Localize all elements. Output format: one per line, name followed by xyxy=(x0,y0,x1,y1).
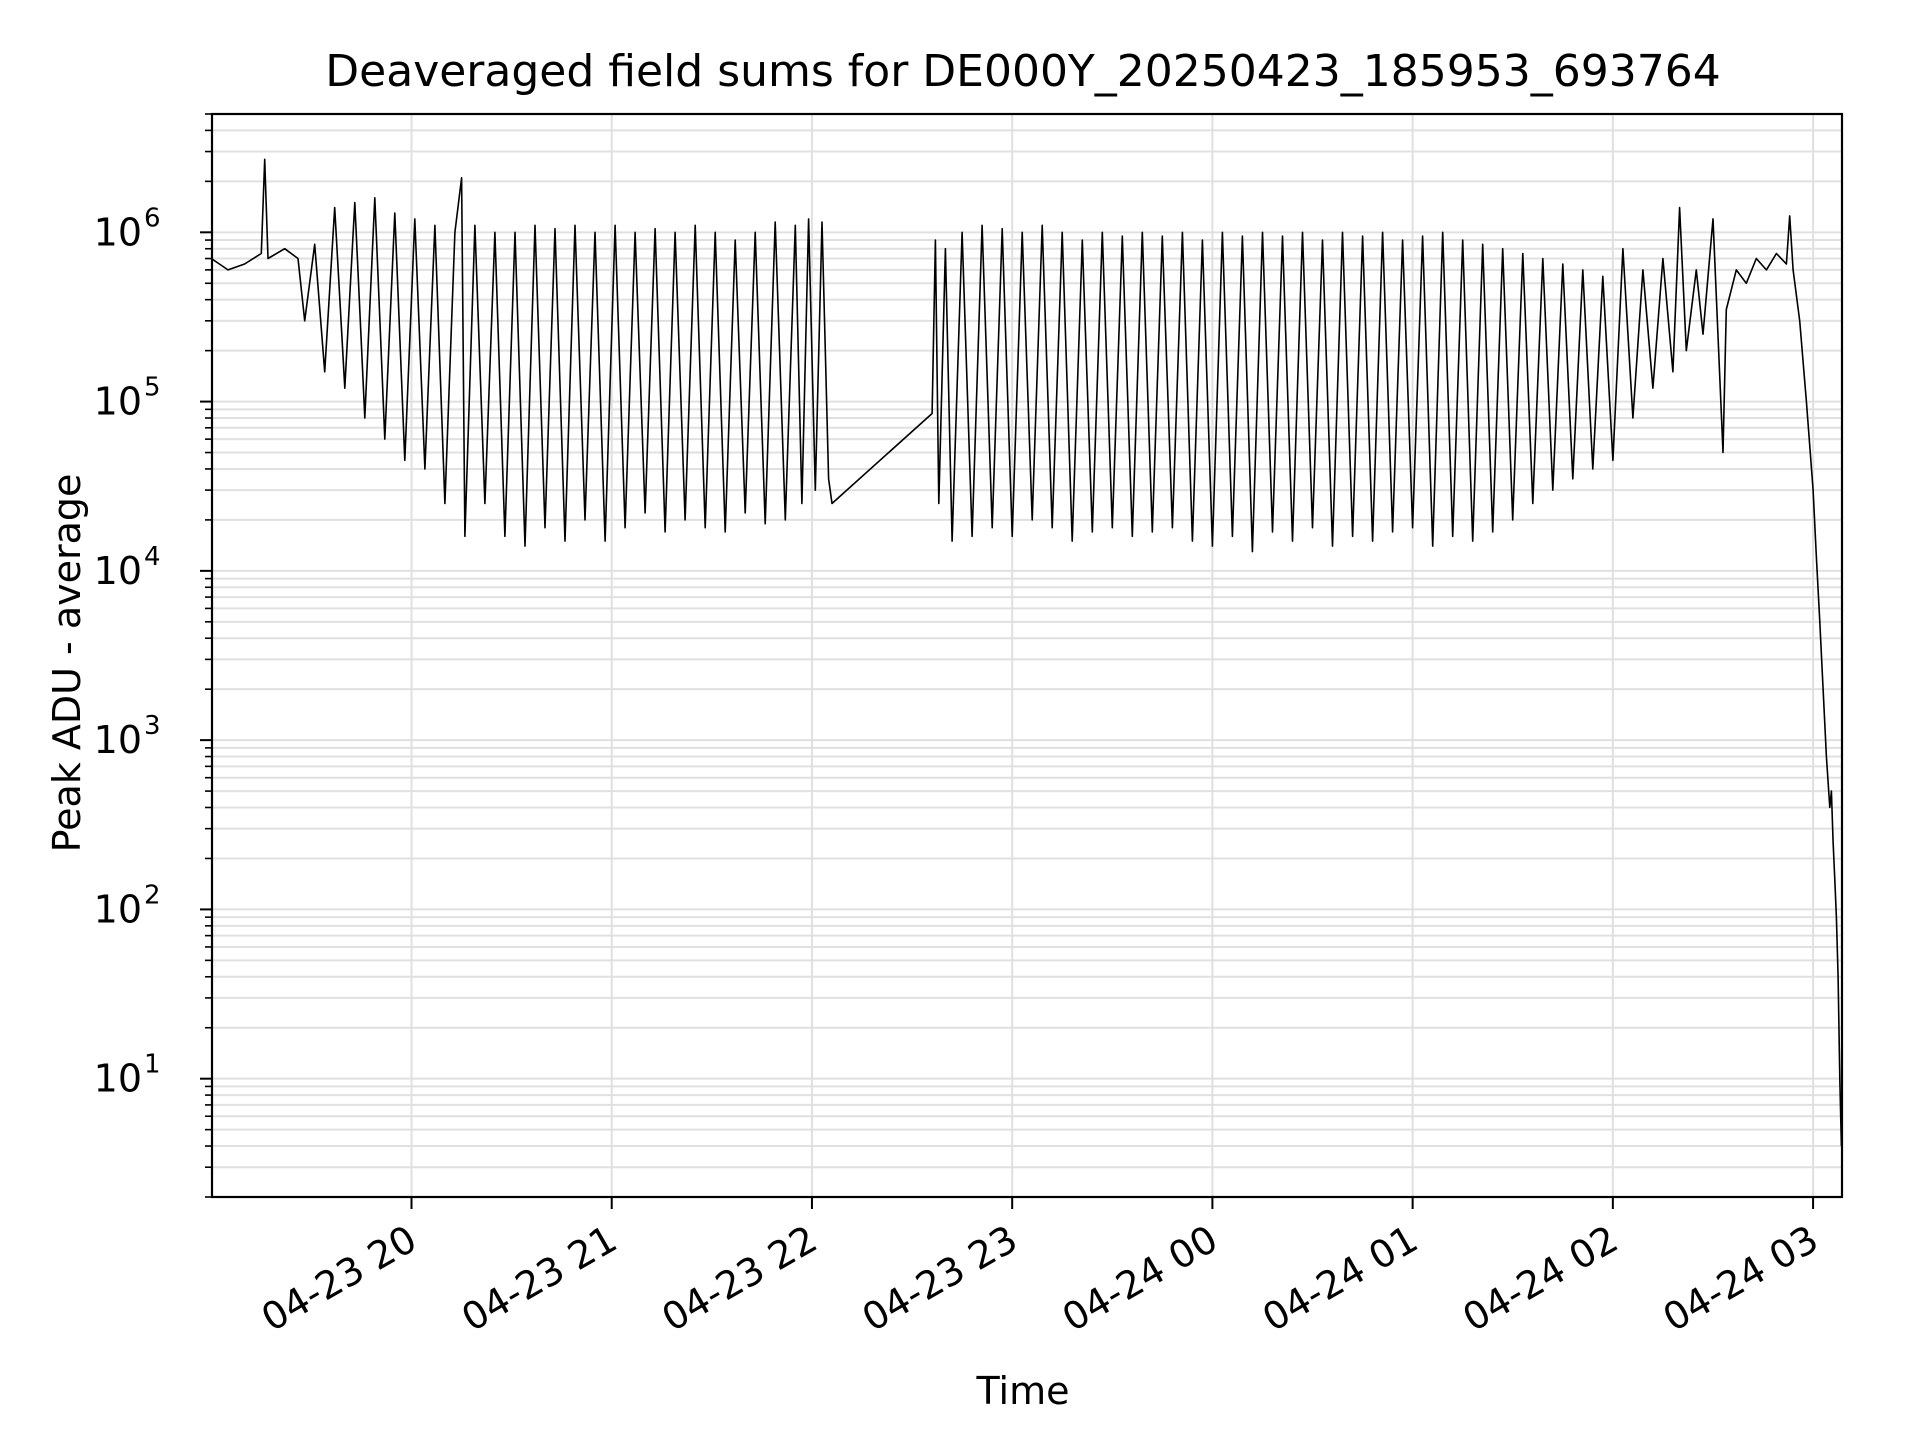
y-tick-exponent: 4 xyxy=(144,542,161,572)
series-line xyxy=(210,158,1843,1147)
y-tick-label: 10 xyxy=(94,887,142,931)
y-tick-exponent: 6 xyxy=(144,203,161,233)
y-tick-label: 10 xyxy=(94,380,142,424)
y-tick-label: 10 xyxy=(94,549,142,593)
y-tick-exponent: 2 xyxy=(144,880,161,910)
y-tick-label: 10 xyxy=(94,210,142,254)
chart-title: Deaveraged field sums for DE000Y_2025042… xyxy=(325,46,1720,97)
plot-frame xyxy=(210,112,1844,1199)
x-axis-label: Time xyxy=(976,1369,1070,1413)
y-tick-exponent: 3 xyxy=(144,711,161,741)
series-layer xyxy=(210,158,1843,1147)
y-tick-label: 10 xyxy=(94,718,142,762)
y-tick-label: 10 xyxy=(94,1057,142,1101)
y-tick-exponent: 1 xyxy=(144,1050,161,1080)
y-tick-exponent: 5 xyxy=(144,373,161,403)
y-axis-label: Peak ADU - average xyxy=(45,474,89,853)
